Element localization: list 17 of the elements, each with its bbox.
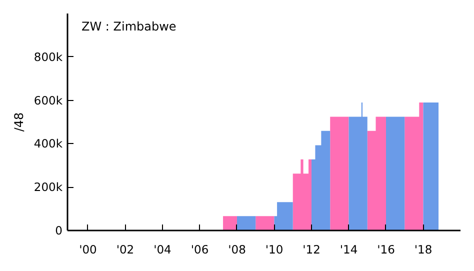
x-tick-label: '10 [265,242,284,256]
y-tick-label: 200k [34,180,63,194]
y-axis-title: /48 [12,112,26,132]
y-tick-label: 0 [55,224,63,238]
x-tick-label: '02 [116,242,134,256]
x-tick-label: '00 [79,242,97,256]
x-tick-label: '12 [302,242,320,256]
x-tick-label: '16 [377,242,395,256]
y-tick-label: 800k [34,50,63,64]
x-tick-label: '14 [340,242,358,256]
x-tick-label: '06 [190,242,209,256]
x-tick-label: '08 [228,242,246,256]
x-tick-label: '18 [414,242,432,256]
text: ZW : Zimbabwe [82,20,176,34]
x-tick-label: '04 [154,242,172,256]
y-tick-label: 400k [34,136,63,151]
y-tick-label: 600k [34,93,63,108]
